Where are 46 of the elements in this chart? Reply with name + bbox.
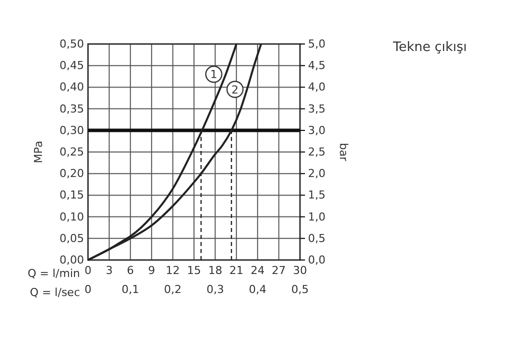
x-tick-label: 30 — [293, 264, 307, 277]
y-tick-label: 0,10 — [60, 210, 84, 224]
y-tick-label: 0,40 — [60, 80, 84, 94]
x2-tick-label: 0,3 — [206, 282, 224, 296]
y2-tick-label: 0,5 — [308, 232, 326, 245]
y-tick-label: 0,50 — [60, 38, 84, 51]
y2-axis-title: bar — [337, 142, 350, 162]
x2-tick-label: 0,5 — [291, 282, 309, 296]
y-tick-label: 0,25 — [60, 146, 84, 159]
series-label: 2 — [232, 83, 238, 96]
y2-tick-label: 4,5 — [308, 59, 326, 72]
x-tick-label: 15 — [187, 264, 201, 277]
y-axis-title: MPa — [32, 140, 45, 164]
x-tick-label: 3 — [106, 264, 113, 277]
x2-tick-label: 0,2 — [164, 282, 182, 296]
x-tick-label: 18 — [208, 264, 222, 277]
y2-tick-label: 2,0 — [308, 167, 326, 180]
x-tick-label: 21 — [229, 264, 244, 277]
y-tick-label: 0,30 — [60, 124, 84, 137]
x-tick-label: 6 — [126, 264, 134, 277]
x-tick-label: 0 — [84, 264, 92, 277]
series-label: 1 — [210, 68, 218, 82]
y-tick-label: 0,05 — [60, 232, 84, 245]
y-tick-label: 0,35 — [60, 102, 84, 116]
y2-tick-label: 3,0 — [308, 124, 326, 137]
x2-tick-label: 0 — [84, 282, 92, 296]
y2-tick-label: 0,0 — [308, 254, 326, 267]
y-tick-label: 0,15 — [60, 188, 84, 202]
x-tick-label: 12 — [166, 264, 180, 277]
x-tick-label: 9 — [148, 264, 156, 277]
y-tick-label: 0,45 — [60, 59, 84, 72]
x-axis-title: Q = l/min — [28, 267, 80, 280]
x2-tick-label: 0,1 — [122, 282, 140, 296]
x2-tick-label: 0,4 — [248, 282, 266, 296]
y2-tick-label: 3,5 — [308, 102, 326, 116]
y2-tick-label: 1,5 — [308, 188, 326, 202]
y2-tick-label: 4,0 — [308, 80, 326, 94]
text: Tekne çıkışı — [392, 40, 467, 55]
x2-axis-title: Q = l/sec — [30, 286, 80, 299]
x-tick-label: 24 — [250, 264, 265, 277]
y2-tick-label: 5,0 — [308, 38, 326, 51]
x-tick-label: 27 — [272, 264, 286, 277]
y-tick-label: 0,00 — [60, 254, 84, 267]
y2-tick-label: 2,5 — [308, 146, 326, 159]
y-tick-label: 0,20 — [60, 167, 84, 180]
y2-tick-label: 1,0 — [308, 210, 326, 224]
